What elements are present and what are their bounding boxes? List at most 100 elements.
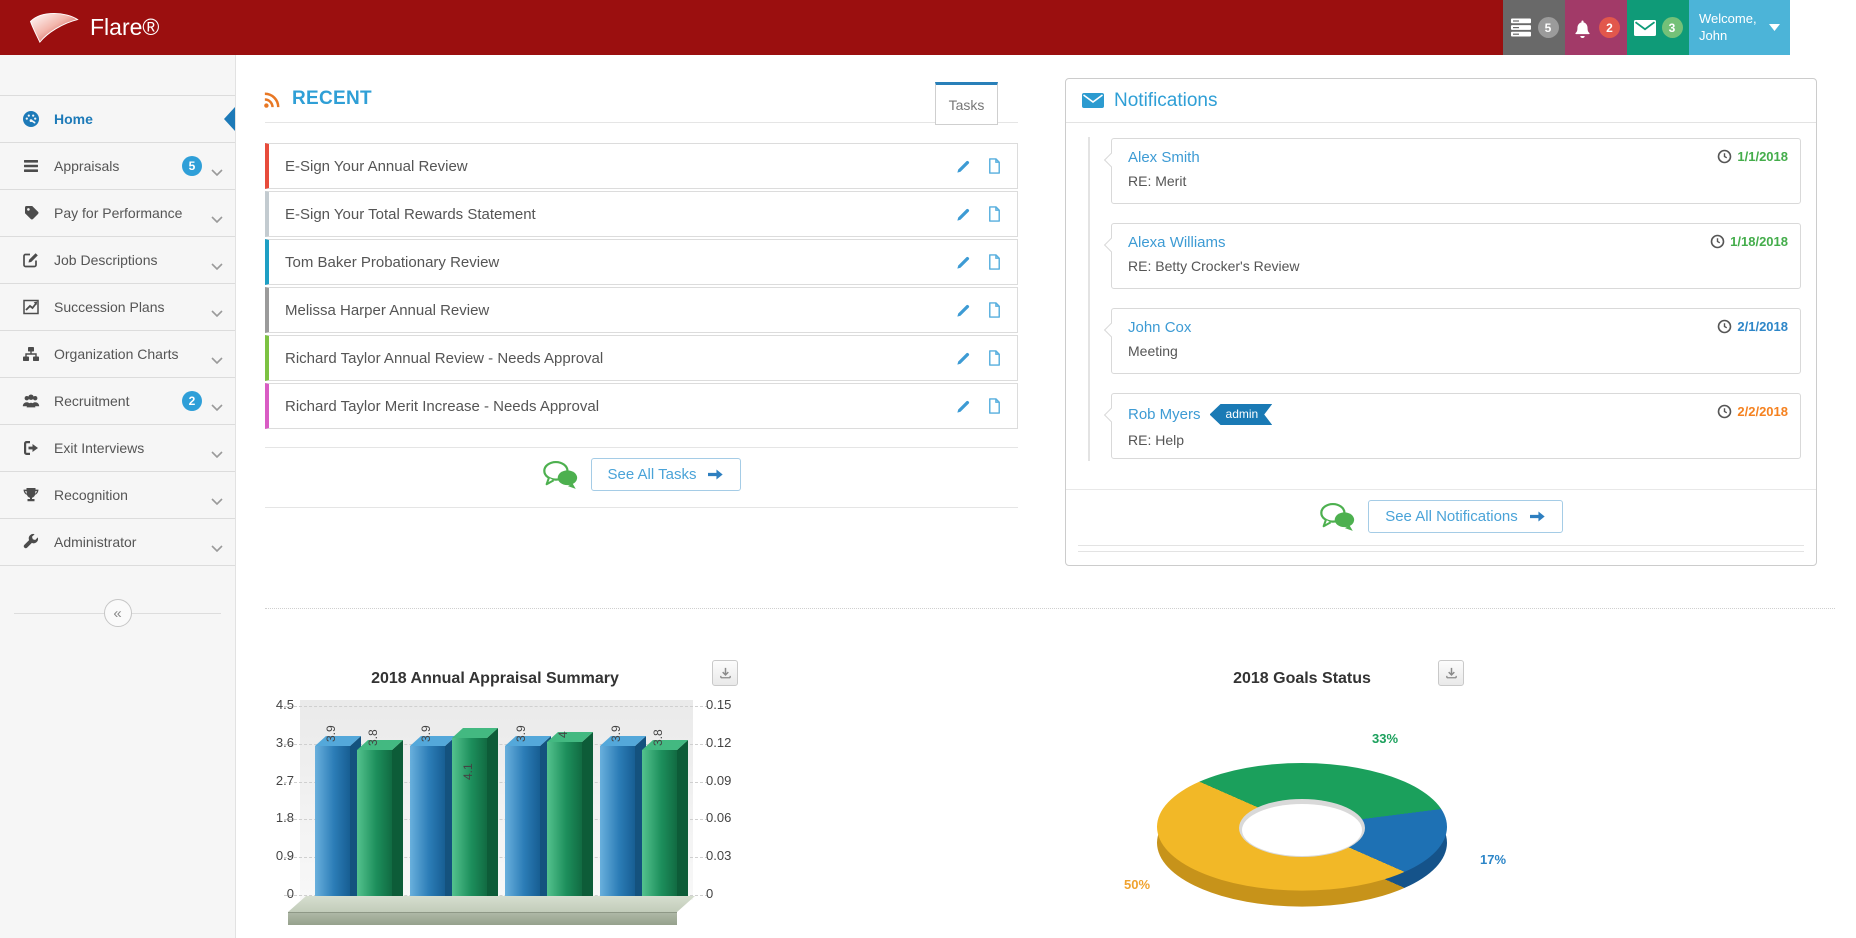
notification-sender-link[interactable]: Rob Myers: [1128, 406, 1201, 423]
notification-subject: RE: Merit: [1128, 173, 1187, 189]
clock-icon: [1717, 319, 1732, 334]
sidebar-item-label: Pay for Performance: [54, 205, 183, 221]
pencil-icon[interactable]: [955, 398, 972, 415]
recent-title-text: RECENT: [292, 88, 372, 109]
sidebar-item-recognition[interactable]: Recognition: [0, 472, 235, 519]
header-queue-indicator[interactable]: 5: [1503, 0, 1565, 55]
pencil-icon[interactable]: [955, 350, 972, 367]
sidebar-item-succession-plans[interactable]: Succession Plans: [0, 284, 235, 331]
pencil-icon[interactable]: [955, 158, 972, 175]
bar-appraisal-score-blue: [600, 736, 646, 910]
sidebar-item-job-descriptions[interactable]: Job Descriptions: [0, 237, 235, 284]
bar-appraisal-score-blue: [410, 736, 456, 910]
bar-value-label: 3.9: [419, 725, 433, 742]
bar-front-face: [410, 746, 445, 910]
arrow-right-icon: [1529, 510, 1546, 523]
sidebar-item-label: Appraisals: [54, 158, 120, 174]
donut-slice-label: 17%: [1480, 852, 1507, 867]
download-donut-chart-button[interactable]: [1438, 660, 1464, 686]
notification-card[interactable]: Alex Smith RE: Merit 1/1/2018: [1103, 138, 1801, 204]
sidebar-item-home[interactable]: Home: [0, 96, 235, 143]
clock-icon: [1717, 404, 1732, 419]
queue-count-badge: 5: [1537, 17, 1559, 38]
chat-bubbles-icon: [542, 460, 579, 490]
sidebar-item-exit-interviews[interactable]: Exit Interviews: [0, 425, 235, 472]
sidebar-item-appraisals[interactable]: Appraisals 5: [0, 143, 235, 190]
sidebar-item-administrator[interactable]: Administrator: [0, 519, 235, 566]
y-axis-right-tick: 0.15: [706, 697, 732, 712]
sidebar-item-organization-charts[interactable]: Organization Charts: [0, 331, 235, 378]
task-label: Richard Taylor Annual Review - Needs App…: [285, 349, 604, 367]
bar-side-face: [487, 728, 498, 910]
see-all-tasks-button[interactable]: See All Tasks: [590, 458, 742, 491]
see-all-notifications-label: See All Notifications: [1385, 508, 1518, 525]
task-row[interactable]: Richard Taylor Annual Review - Needs App…: [265, 335, 1018, 381]
task-row[interactable]: Melissa Harper Annual Review: [265, 287, 1018, 333]
see-all-tasks-label: See All Tasks: [607, 466, 697, 483]
task-actions: [955, 253, 1017, 271]
sidebar-item-label: Organization Charts: [54, 346, 179, 362]
header-alerts-indicator[interactable]: 2: [1565, 0, 1627, 55]
tab-tasks[interactable]: Tasks: [935, 82, 998, 125]
notification-card[interactable]: Rob Myers admin RE: Help 2/2/2018: [1103, 393, 1801, 459]
donut-slice-label: 33%: [1372, 731, 1399, 746]
header-messages-indicator[interactable]: 3: [1627, 0, 1689, 55]
sidebar-collapse-button[interactable]: «: [103, 599, 132, 627]
pencil-icon[interactable]: [955, 206, 972, 223]
document-icon[interactable]: [986, 205, 1003, 223]
chevron-down-icon: [211, 445, 223, 458]
sitemap-icon: [22, 345, 40, 363]
list-icon: [22, 157, 40, 175]
document-icon[interactable]: [986, 349, 1003, 367]
download-bar-chart-button[interactable]: [712, 660, 738, 686]
bar-side-face: [350, 736, 361, 910]
recent-header-rule: [265, 122, 1018, 123]
header-indicator-group: 5 2 3 Welcome, John: [1503, 0, 1790, 55]
trophy-icon: [22, 486, 40, 504]
user-menu[interactable]: Welcome, John: [1689, 0, 1790, 55]
brand[interactable]: Flare®: [28, 7, 159, 48]
notification-subject: RE: Help: [1128, 432, 1185, 448]
bar-top-face: [410, 736, 456, 746]
task-label: Richard Taylor Merit Increase - Needs Ap…: [285, 397, 600, 415]
y-axis-left-tick: 2.7: [275, 772, 294, 788]
sidebar-item-pay-for-performance[interactable]: Pay for Performance: [0, 190, 235, 237]
document-icon[interactable]: [986, 253, 1003, 271]
notifications-title: Notifications: [1114, 89, 1218, 111]
bar-value-label: 3.9: [514, 725, 528, 742]
edit-icon: [22, 251, 40, 269]
notification-sender-link[interactable]: Alex Smith: [1128, 149, 1200, 166]
notification-sender-link[interactable]: John Cox: [1128, 319, 1192, 336]
task-row[interactable]: Richard Taylor Merit Increase - Needs Ap…: [265, 383, 1018, 429]
notification-card[interactable]: Alexa Williams RE: Betty Crocker's Review…: [1103, 223, 1801, 289]
mail-icon: [1633, 19, 1656, 36]
notification-date-value: 1/1/2018: [1737, 149, 1788, 164]
pencil-icon[interactable]: [955, 254, 972, 271]
task-row[interactable]: E-Sign Your Total Rewards Statement: [265, 191, 1018, 237]
notification-card[interactable]: John Cox Meeting 2/1/2018: [1103, 308, 1801, 374]
task-label: E-Sign Your Annual Review: [285, 157, 468, 175]
document-icon[interactable]: [986, 157, 1003, 175]
document-icon[interactable]: [986, 397, 1003, 415]
bar-front-face: [642, 750, 677, 910]
bar-value-label: 3.8: [651, 729, 665, 746]
sidebar-item-recruitment[interactable]: Recruitment 2: [0, 378, 235, 425]
see-all-notifications-button[interactable]: See All Notifications: [1368, 500, 1563, 533]
notification-sender-link[interactable]: Alexa Williams: [1128, 234, 1226, 251]
bar-top-face: [600, 736, 646, 746]
chevron-down-icon: [211, 351, 223, 364]
bar-appraisal-score-green: [452, 728, 498, 910]
bar-side-face: [540, 736, 551, 910]
bar-front-face: [357, 750, 392, 910]
task-actions: [955, 205, 1017, 223]
y-axis-right-tick: 0.09: [706, 772, 732, 788]
notification-subject: Meeting: [1128, 343, 1178, 359]
task-row[interactable]: Tom Baker Probationary Review: [265, 239, 1018, 285]
clock-icon: [1717, 149, 1732, 164]
chevron-down-icon: [211, 539, 223, 552]
document-icon[interactable]: [986, 301, 1003, 319]
chat-bubbles-icon: [1319, 502, 1356, 532]
task-row[interactable]: E-Sign Your Annual Review: [265, 143, 1018, 189]
pencil-icon[interactable]: [955, 302, 972, 319]
bar-side-face: [677, 740, 688, 910]
